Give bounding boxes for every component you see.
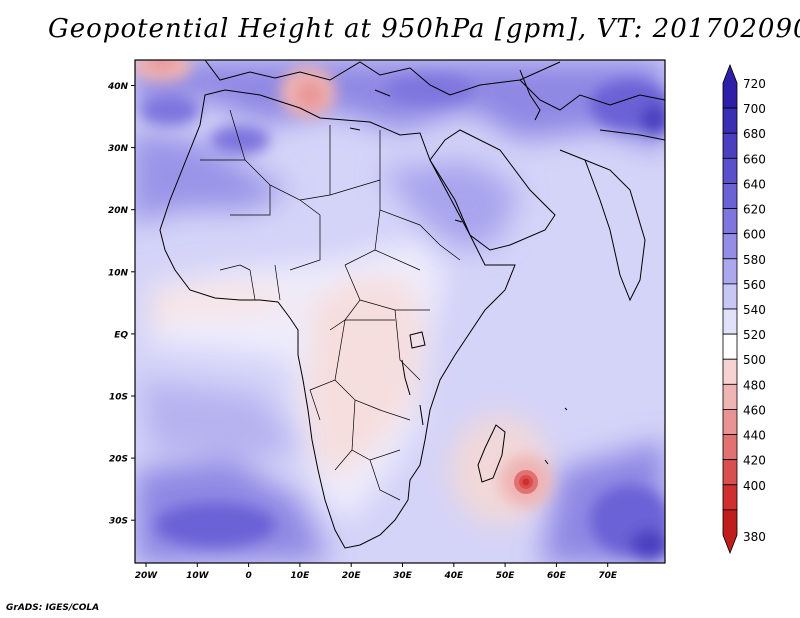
lat-label: 10N [108,268,129,278]
colorbar-label: 680 [743,127,766,141]
colorbar-swatch [722,283,738,310]
colorbar-label: 400 [743,479,766,493]
lat-label: 20S [109,455,128,465]
colorbar-swatch [722,434,738,461]
lon-label: 20E [342,571,362,581]
colorbar-label: 660 [743,152,766,166]
colorbar-swatch [722,157,738,184]
colorbar-label: 380 [743,530,766,544]
madagascar [477,424,506,483]
longitude-axis: 20W 10W 0 10E 20E 30E 40E 50E 60E 70E [135,563,618,581]
colorbar-swatch [722,509,738,555]
colorbar-label: 620 [743,203,766,217]
lat-label: 20N [108,206,129,216]
lon-label: 20W [135,571,159,581]
lon-label: 60E [547,571,567,581]
colorbar-swatch [722,409,738,435]
colorbar-swatch [722,208,738,235]
colorbar-swatch [722,308,738,335]
asia-interior [519,79,666,161]
colorbar-label: 640 [743,177,766,191]
country-borders [200,109,461,501]
lon-label: 0 [245,571,251,581]
lake-tanganyika [401,359,411,396]
colorbar-label: 700 [743,102,766,116]
lon-label: 40E [443,571,464,581]
colorbar-label: 580 [743,253,766,267]
lat-label: EQ [114,330,128,340]
map-title: Geopotential Height at 950hPa [gpm], VT:… [48,14,800,44]
colorbar-label: 540 [743,303,766,317]
colorbar-label: 520 [743,328,766,342]
caspian [519,69,541,121]
colorbar-swatch [722,484,738,511]
lon-label: 50E [496,571,516,581]
africa-coastline [159,89,516,549]
colorbar-label: 440 [743,429,766,443]
lat-label: 10S [109,393,128,403]
colorbar-swatch [722,183,738,209]
lon-label: 10E [291,571,311,581]
colorbar-swatch [722,107,738,134]
lake-malawi [419,404,424,426]
colorbar-label: 480 [743,378,766,392]
europe-coast [204,59,561,96]
colorbar-label: 600 [743,228,766,242]
grads-credit: GrADS: IGES/COLA [6,603,100,613]
colorbar-swatch [722,233,738,260]
colorbar-swatch [722,132,738,159]
arabia [429,129,556,251]
colorbar: 720 700 680 660 640 620 600 580 560 540 520 500 480 4… [722,63,766,555]
india [584,159,646,302]
height-field [135,60,665,563]
colorbar-label: 720 [743,77,766,91]
colorbar-swatch [722,459,738,486]
colorbar-swatch [722,333,738,360]
colorbar-label: 560 [743,278,766,292]
lat-label: 30N [108,144,129,154]
colorbar-swatch [722,63,738,109]
colorbar-label: 420 [743,454,766,468]
colorbar-label: 500 [743,353,766,367]
coastlines [159,59,666,549]
colorbar-swatch [722,358,738,385]
lat-label: 30S [109,517,128,527]
lake-victoria [409,331,426,349]
plot-frame [134,59,666,564]
lon-label: 70E [598,571,618,581]
colorbar-swatch [722,258,738,285]
lat-label: 40N [107,82,129,92]
latitude-axis: 40N 30N 20N 10N EQ 10S 20S 30S [107,82,135,527]
colorbar-swatch [722,383,738,410]
lon-label: 10W [186,571,210,581]
islands [349,89,568,465]
lon-label: 30E [393,571,413,581]
colorbar-label: 460 [743,403,766,417]
